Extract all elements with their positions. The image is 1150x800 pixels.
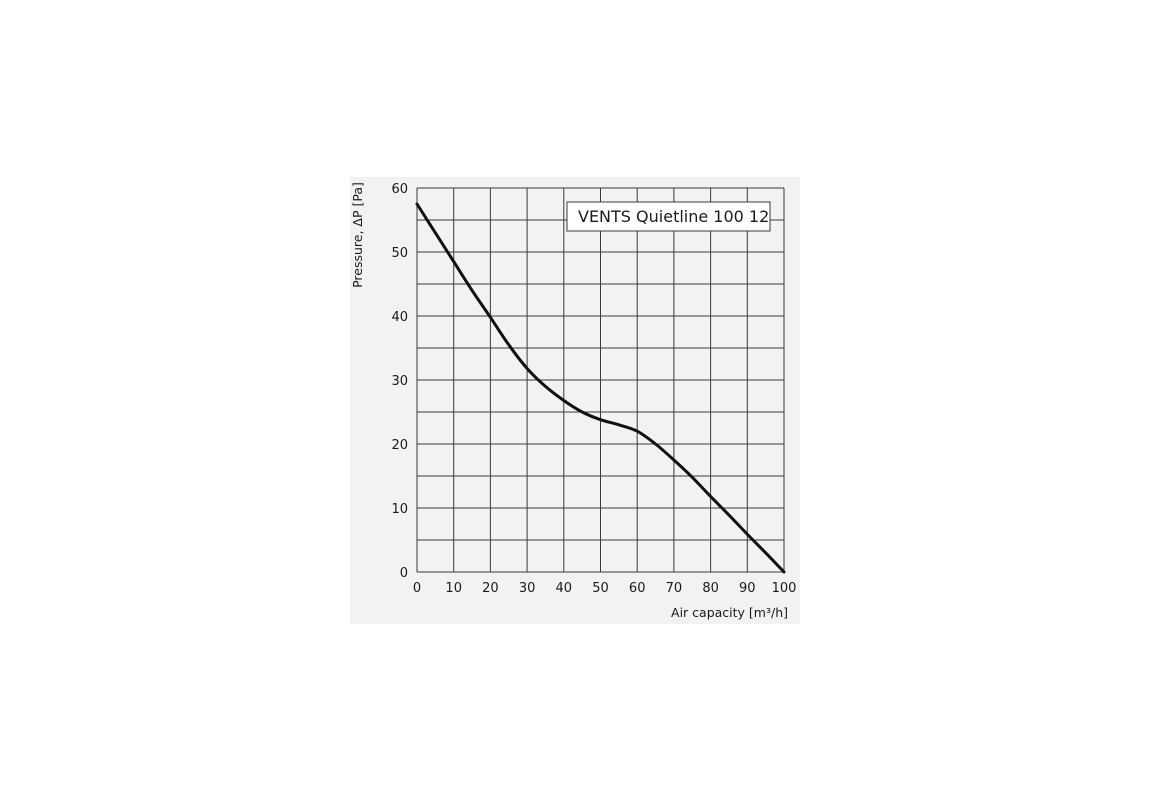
y-tick-label: 60 (391, 182, 408, 197)
y-tick-label: 10 (391, 502, 408, 517)
y-axis-label: Pressure, ΔP [Pa] (350, 182, 365, 288)
y-tick-label: 40 (391, 310, 408, 325)
legend-box (566, 201, 771, 232)
x-tick-label: 30 (519, 581, 536, 596)
y-tick-label: 30 (391, 374, 408, 389)
x-tick-label: 90 (739, 581, 756, 596)
legend-label: VENTS Quietline 100 12 (578, 207, 769, 226)
x-tick-label: 80 (702, 581, 719, 596)
x-tick-label: 20 (482, 581, 499, 596)
y-tick-label: 50 (391, 246, 408, 261)
x-tick-label: 40 (556, 581, 573, 596)
y-tick-labels: 0 10 20 30 40 50 60 (391, 182, 408, 581)
series-layer (415, 202, 786, 574)
x-tick-label: 60 (629, 581, 646, 596)
x-tick-label: 10 (445, 581, 462, 596)
series-line (415, 202, 786, 574)
y-tick-label: 0 (400, 566, 408, 581)
x-tick-label: 50 (592, 581, 609, 596)
pressure-capacity-chart: 0 10 20 30 40 50 60 70 80 90 100 0 10 20 30 40 50 60 VEN… (350, 182, 797, 620)
x-axis-label: Air capacity [m³/h] (671, 605, 788, 620)
x-tick-label: 0 (413, 581, 421, 596)
chart-panel: 0 10 20 30 40 50 60 70 80 90 100 0 10 20 30 40 50 60 VEN… (350, 177, 800, 624)
x-tick-label: 100 (772, 581, 797, 596)
legend: VENTS Quietline 100 12 (566, 201, 771, 232)
x-tick-label: 70 (666, 581, 683, 596)
y-tick-label: 20 (391, 438, 408, 453)
x-tick-labels: 0 10 20 30 40 50 60 70 80 90 100 (413, 581, 797, 596)
